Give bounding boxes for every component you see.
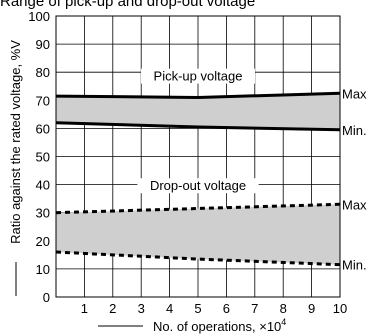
y-tick-label: 90 — [36, 37, 50, 52]
y-tick-label: 30 — [36, 206, 50, 221]
x-axis-label-text: No. of operations, ×10 — [153, 319, 281, 334]
band-max-label: Max — [342, 197, 367, 212]
band-label-background — [141, 68, 255, 84]
x-tick-label: 8 — [280, 301, 287, 316]
y-tick-label: 20 — [36, 234, 50, 249]
x-tick-label: 5 — [194, 301, 201, 316]
x-tick-label: 2 — [109, 301, 116, 316]
band-min-label: Min. — [342, 258, 367, 273]
y-axis-label: Ratio against the rated voltage, %V — [8, 40, 23, 244]
x-tick-label: 3 — [138, 301, 145, 316]
y-tick-label: 80 — [36, 65, 50, 80]
y-tick-label: 100 — [28, 9, 50, 24]
x-axis-label-exponent: 4 — [281, 317, 286, 327]
x-tick-label: 6 — [223, 301, 230, 316]
x-tick-label: 7 — [251, 301, 258, 316]
band-upper-line — [55, 202, 341, 215]
band-max-label: Max — [342, 86, 367, 101]
band-upper-line — [55, 91, 341, 99]
x-tick-label: 4 — [166, 301, 173, 316]
y-tick-label: 0 — [43, 290, 50, 305]
plot-frame — [55, 15, 341, 298]
voltage-bands: Pick-up voltage Max Min. Drop-out voltage Ma… — [55, 68, 367, 273]
y-tick-label: 40 — [36, 178, 50, 193]
x-axis-label-group: No. of operations, ×104 — [98, 317, 286, 334]
x-tick-label: 10 — [333, 301, 347, 316]
x-tick-label: 9 — [308, 301, 315, 316]
y-tick-label: 50 — [36, 150, 50, 165]
band-label: Pick-up voltage — [154, 69, 243, 84]
y-tick-label: 10 — [36, 262, 50, 277]
y-tick-label: 70 — [36, 93, 50, 108]
band-label-background — [137, 178, 259, 194]
chart-title: Range of pick-up and drop-out voltage — [0, 0, 255, 10]
band-lower-line — [55, 250, 341, 267]
y-tick-label: 60 — [36, 121, 50, 136]
y-tick-labels: 0 10 20 30 40 50 60 70 80 90 100 — [28, 9, 50, 305]
y-axis-label-group: Ratio against the rated voltage, %V — [8, 40, 23, 296]
band-min-label: Min. — [342, 123, 367, 138]
x-tick-labels: 1 2 3 4 5 6 7 8 9 10 — [81, 301, 347, 316]
x-tick-label: 1 — [81, 301, 88, 316]
x-axis-label: No. of operations, ×104 — [153, 317, 286, 334]
band-lower-line — [55, 121, 341, 132]
band-fill — [56, 93, 340, 130]
band-label: Drop-out voltage — [150, 178, 246, 193]
band-fill — [56, 204, 340, 265]
